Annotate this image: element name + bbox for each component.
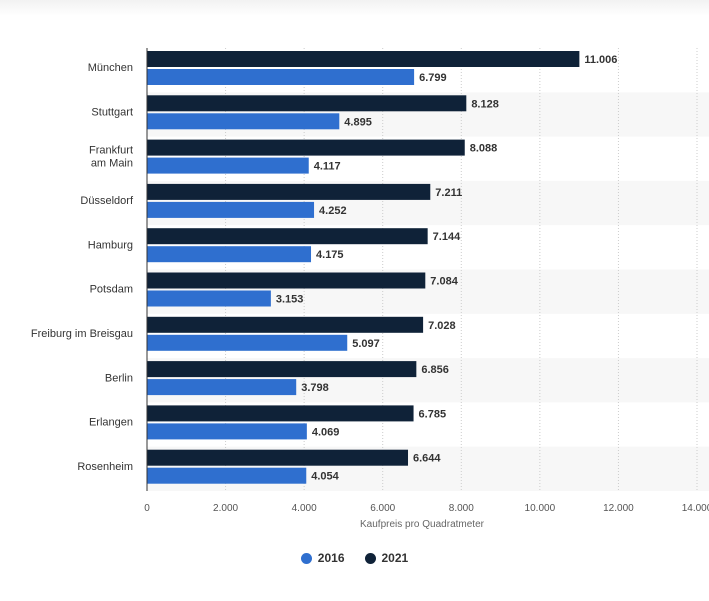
bar-2016[interactable] [147, 423, 307, 440]
top-shadow-bar [0, 0, 709, 16]
value-label: 3.798 [301, 382, 329, 394]
bar-2016[interactable] [147, 157, 309, 174]
bar-2021[interactable] [147, 51, 580, 67]
bars [147, 51, 580, 484]
value-label: 11.006 [584, 54, 617, 66]
legend: 2016 2021 [0, 551, 709, 565]
bar-2016[interactable] [147, 201, 315, 218]
bar-2021[interactable] [147, 139, 465, 156]
bar-2016[interactable] [147, 113, 340, 130]
value-label: 4.069 [312, 426, 340, 438]
value-label: 5.097 [352, 338, 380, 350]
value-labels: 11.006 6.799 8.128 4.895 8.088 4.117 7.211 4.25… [276, 54, 618, 483]
bar-2021[interactable] [147, 405, 414, 422]
bar-2021[interactable] [147, 316, 424, 333]
value-label: 7.211 [435, 187, 462, 199]
value-label: 6.856 [421, 364, 449, 376]
value-label: 7.028 [428, 320, 456, 332]
bar-2016[interactable] [147, 379, 297, 396]
legend-dot-2021 [364, 552, 376, 564]
category-label: Berlin [105, 372, 133, 384]
value-label: 6.785 [419, 408, 447, 420]
category-label: Stuttgart [91, 106, 133, 118]
x-tick-label: 8.000 [449, 503, 474, 514]
value-label: 7.144 [433, 231, 461, 243]
category-label: Potsdam [90, 284, 133, 296]
value-label: 3.153 [276, 294, 304, 306]
bar-2021[interactable] [147, 95, 467, 112]
bar-2016[interactable] [147, 246, 312, 263]
category-labels: München Stuttgart Frankfurt am Main Düsseldo… [31, 62, 134, 473]
x-tick-label: 0 [144, 503, 150, 514]
x-tick-label: 6.000 [370, 503, 395, 514]
x-tick-label: 12.000 [603, 503, 634, 514]
x-tick-label: 2.000 [213, 503, 238, 514]
legend-item-2016[interactable]: 2016 [300, 551, 345, 565]
value-label: 8.088 [470, 143, 498, 155]
bar-2021[interactable] [147, 449, 409, 466]
category-label: Rosenheim [77, 461, 133, 473]
value-label: 4.252 [319, 205, 347, 217]
bar-2021[interactable] [147, 228, 428, 245]
x-axis-title: Kaufpreis pro Quadratmeter [360, 519, 485, 530]
bar-chart: 11.006 6.799 8.128 4.895 8.088 4.117 7.211 4.25… [31, 48, 709, 530]
legend-label-2021: 2021 [381, 551, 409, 565]
bar-2016[interactable] [147, 334, 348, 351]
value-label: 4.117 [314, 161, 341, 173]
category-label: Erlangen [89, 417, 133, 429]
x-tick-label: 14.000 [682, 503, 709, 514]
bar-2016[interactable] [147, 467, 307, 484]
bar-2021[interactable] [147, 272, 426, 289]
value-label: 8.128 [471, 98, 499, 110]
value-label: 6.644 [413, 453, 441, 465]
x-tick-label: 10.000 [525, 503, 556, 514]
category-label: Freiburg im Breisgau [31, 328, 133, 340]
value-label: 4.895 [344, 116, 372, 128]
value-label: 6.799 [419, 72, 447, 84]
category-label: Düsseldorf [80, 195, 134, 207]
value-label: 4.175 [316, 249, 344, 261]
x-tick-label: 4.000 [292, 503, 317, 514]
x-tick-labels: 0 2.000 4.000 6.000 8.000 10.000 12.000 14.000 [144, 503, 709, 514]
value-label: 4.054 [311, 471, 339, 483]
bar-2016[interactable] [147, 69, 415, 85]
legend-item-2021[interactable]: 2021 [364, 551, 409, 565]
category-label: München [88, 62, 133, 74]
bar-2021[interactable] [147, 361, 417, 378]
value-label: 7.084 [430, 276, 458, 288]
category-label: Hamburg [88, 239, 133, 251]
legend-dot-2016 [300, 552, 312, 564]
bar-2016[interactable] [147, 290, 271, 307]
legend-label-2016: 2016 [317, 551, 345, 565]
bar-2021[interactable] [147, 183, 431, 200]
category-label: Frankfurt am Main [89, 144, 133, 169]
